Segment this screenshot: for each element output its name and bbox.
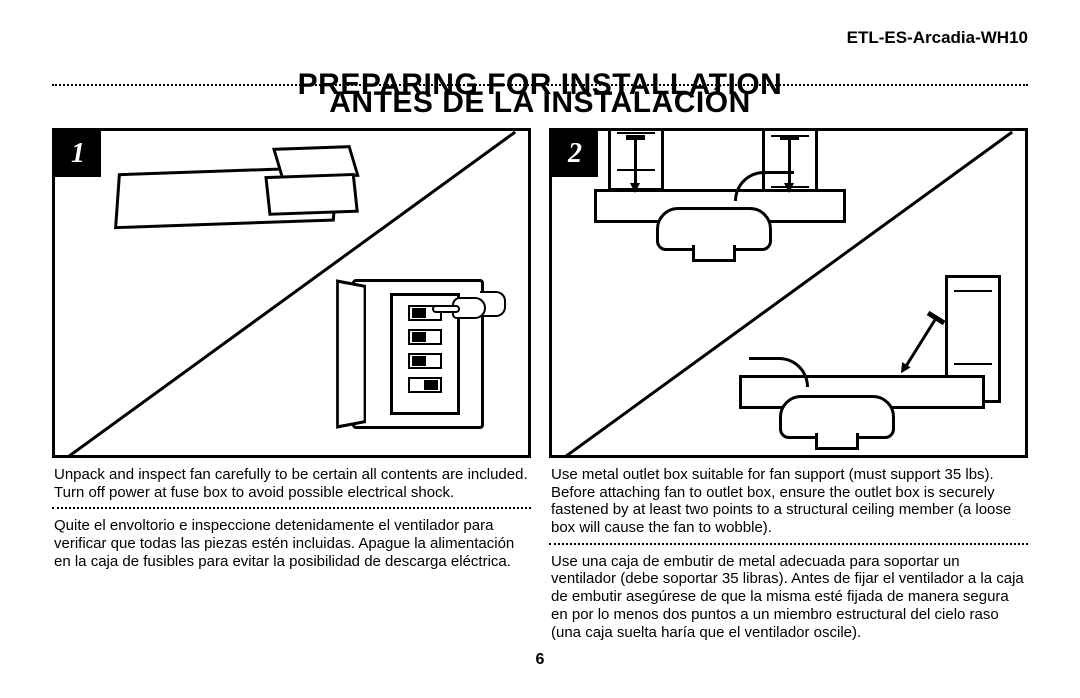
- outlet-box-two-joists-icon: [576, 131, 846, 281]
- step1-text-en: Unpack and inspect fan carefully to be c…: [52, 466, 531, 501]
- language-divider: [549, 543, 1028, 545]
- page-number: 6: [52, 651, 1028, 669]
- hand-icon: [432, 283, 500, 325]
- language-divider: [52, 507, 531, 509]
- step-panels: 1 Unpack and inspect fan carefully to be…: [52, 128, 1028, 641]
- step1-illustration-frame: 1: [52, 128, 531, 458]
- step-panel-1: 1 Unpack and inspect fan carefully to be…: [52, 128, 531, 641]
- step2-text-en: Use metal outlet box suitable for fan su…: [549, 466, 1028, 537]
- fuse-box-icon: [352, 279, 484, 429]
- step-panel-2: 2 Use metal outlet box suitable for fan …: [549, 128, 1028, 641]
- step-number-badge: 2: [552, 131, 598, 177]
- title-block: PREPARING FOR INSTALLATION ANTES DE LA I…: [52, 68, 1028, 120]
- step1-text-es: Quite el envoltorio e inspeccione deteni…: [52, 517, 531, 570]
- step2-text-es: Use una caja de embutir de metal adecuad…: [549, 553, 1028, 641]
- title-spanish: ANTES DE LA INSTALACIÓN: [52, 86, 1028, 120]
- model-number: ETL-ES-Arcadia-WH10: [847, 28, 1028, 48]
- step-number-badge: 1: [55, 131, 101, 177]
- outlet-box-single-joist-icon: [739, 279, 1009, 449]
- step2-illustration-frame: 2: [549, 128, 1028, 458]
- unpack-box-icon: [114, 145, 360, 231]
